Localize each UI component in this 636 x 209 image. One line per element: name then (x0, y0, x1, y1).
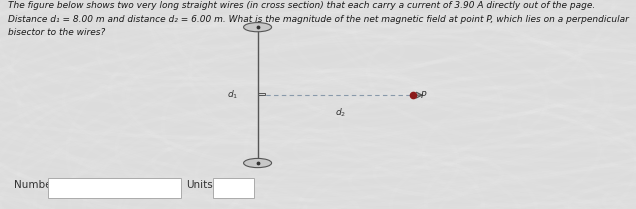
Text: $d_1$: $d_1$ (227, 89, 238, 101)
Text: Distance d₁ = 8.00 m and distance d₂ = 6.00 m. What is the magnitude of the net : Distance d₁ = 8.00 m and distance d₂ = 6… (8, 15, 628, 24)
Bar (258, 93, 265, 95)
Text: v: v (244, 183, 249, 192)
FancyBboxPatch shape (213, 178, 254, 198)
FancyBboxPatch shape (48, 178, 181, 198)
Text: Units: Units (186, 180, 212, 190)
Text: Number: Number (14, 180, 56, 190)
Text: P: P (421, 90, 426, 100)
Text: The figure below shows two very long straight wires (in cross section) that each: The figure below shows two very long str… (8, 1, 595, 10)
Circle shape (244, 23, 272, 32)
Text: $d_2$: $d_2$ (335, 107, 346, 119)
Text: bisector to the wires?: bisector to the wires? (8, 28, 105, 37)
Circle shape (244, 158, 272, 168)
